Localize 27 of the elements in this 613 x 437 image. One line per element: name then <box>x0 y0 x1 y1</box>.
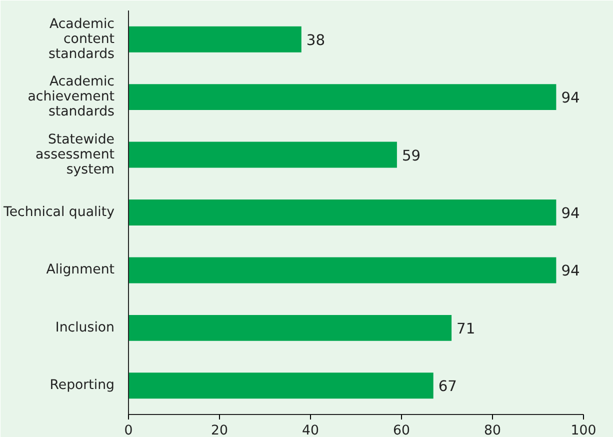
data-label: 71 <box>456 320 476 338</box>
data-label: 38 <box>306 32 326 49</box>
bar <box>128 372 434 399</box>
bar <box>128 314 452 341</box>
bar <box>128 200 556 226</box>
data-label: 94 <box>561 262 580 280</box>
y-tick-label: Academic achievement standards <box>28 74 115 120</box>
y-tick-label: Academic content standards <box>48 16 115 62</box>
y-tick-label: Statewide assessment system <box>36 132 115 178</box>
x-tick-label: 20 <box>211 424 228 437</box>
bar <box>128 142 397 168</box>
x-tick-label: 80 <box>484 424 501 437</box>
y-tick-label: Technical quality <box>2 205 115 220</box>
x-tick-label: 40 <box>302 424 319 437</box>
data-label: 59 <box>402 147 421 164</box>
y-tick-label: Reporting <box>50 378 115 394</box>
x-tick-label: 0 <box>124 424 133 437</box>
data-label: 94 <box>561 205 580 222</box>
x-tick-label: 100 <box>570 424 596 437</box>
y-tick-label: Alignment <box>46 262 115 278</box>
bar <box>128 84 556 110</box>
data-label: 67 <box>438 378 458 396</box>
data-label: 94 <box>561 90 580 107</box>
bar <box>128 257 556 284</box>
y-tick-label: Inclusion <box>55 320 115 336</box>
bar <box>128 26 302 52</box>
x-tick-label: 60 <box>393 424 410 437</box>
